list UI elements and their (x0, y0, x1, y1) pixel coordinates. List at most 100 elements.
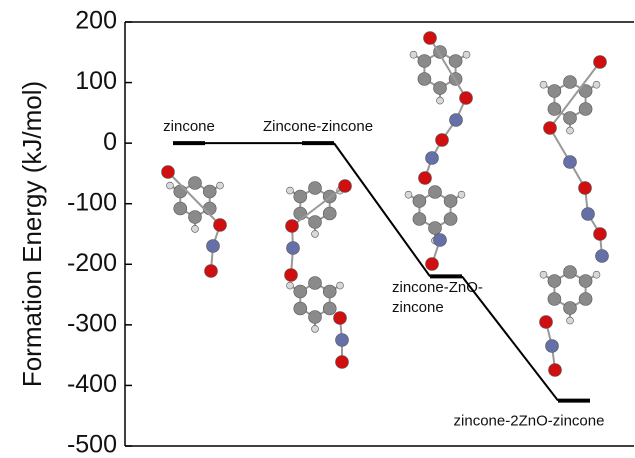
atom (192, 225, 199, 232)
atom (189, 211, 202, 224)
atom (418, 55, 431, 68)
y-tick-label: -200 (67, 249, 117, 277)
atom (294, 302, 307, 315)
atom (309, 277, 322, 290)
atom (334, 312, 347, 325)
atom (189, 177, 202, 190)
atom (564, 112, 577, 125)
atom (410, 51, 417, 58)
atom (540, 271, 547, 278)
atom (214, 219, 227, 232)
atom (540, 81, 547, 88)
atom (309, 216, 322, 229)
atom (419, 172, 432, 185)
atom (582, 208, 595, 221)
atom (174, 185, 187, 198)
atom (323, 285, 336, 298)
atom (544, 122, 557, 135)
atom (426, 152, 439, 165)
y-tick-label: -500 (67, 431, 117, 458)
atom (294, 207, 307, 220)
molecules (162, 32, 609, 377)
atom (546, 340, 559, 353)
atom (460, 92, 473, 105)
atom (424, 32, 437, 45)
atom (579, 182, 592, 195)
atom (564, 156, 577, 169)
atom (449, 55, 462, 68)
atom (323, 302, 336, 315)
atom (548, 85, 561, 98)
connector (334, 143, 430, 276)
y-tick-label: 0 (103, 128, 117, 156)
atom (579, 103, 592, 116)
atom (594, 56, 607, 69)
atom (540, 316, 553, 329)
atom (458, 191, 465, 198)
y-axis-label: Formation Energy (kJ/mol) (17, 81, 47, 387)
atom (418, 73, 431, 86)
y-tick-label: -300 (67, 309, 117, 337)
atom (287, 242, 300, 255)
atom (162, 166, 175, 179)
atom (426, 258, 439, 271)
atom (434, 234, 447, 247)
atom (579, 275, 592, 288)
atom (548, 293, 561, 306)
atom (312, 325, 319, 332)
atom (444, 195, 457, 208)
y-tick-label: -100 (67, 188, 117, 216)
level-label: zincone-ZnO-zincone (392, 278, 492, 318)
atom (207, 240, 220, 253)
atom (429, 222, 442, 235)
atom (312, 230, 319, 237)
level-label: zincone (163, 118, 215, 135)
atom (429, 186, 442, 199)
atom (405, 191, 412, 198)
atom (548, 103, 561, 116)
atom (450, 114, 463, 127)
atom (339, 180, 352, 193)
atom (309, 311, 322, 324)
atom (174, 202, 187, 215)
atom (203, 185, 216, 198)
atom (593, 81, 600, 88)
atom (596, 250, 609, 263)
atom (205, 265, 218, 278)
atom (434, 82, 447, 95)
atom (337, 282, 344, 289)
atom (567, 317, 574, 324)
atom (594, 228, 607, 241)
atom (413, 213, 426, 226)
atom (166, 182, 173, 189)
atom (336, 356, 349, 369)
atom (564, 266, 577, 279)
atom (286, 220, 299, 233)
atom (437, 97, 444, 104)
atom (286, 187, 293, 194)
chart: Formation Energy (kJ/mol) -500 -400 -300 -2… (0, 0, 635, 458)
connector (462, 276, 558, 400)
atom (286, 282, 293, 289)
atom (294, 190, 307, 203)
y-tick-label: 200 (75, 7, 117, 35)
atom (294, 285, 307, 298)
atom (567, 127, 574, 134)
atom (444, 213, 457, 226)
atom (217, 182, 224, 189)
atom (564, 76, 577, 89)
level-label-box: zincone-ZnO-zincone (392, 278, 492, 328)
atom (309, 182, 322, 195)
y-tick-label: 100 (75, 67, 117, 95)
level-label: Zincone-zincone (263, 118, 373, 135)
atom (285, 269, 298, 282)
y-tick-label: -400 (67, 370, 117, 398)
atom (593, 271, 600, 278)
atom (549, 364, 562, 377)
level-label: zincone-2ZnO-zincone (454, 413, 605, 430)
atom (579, 293, 592, 306)
atom (548, 275, 561, 288)
atom (413, 195, 426, 208)
atom (323, 207, 336, 220)
atom (463, 51, 470, 58)
